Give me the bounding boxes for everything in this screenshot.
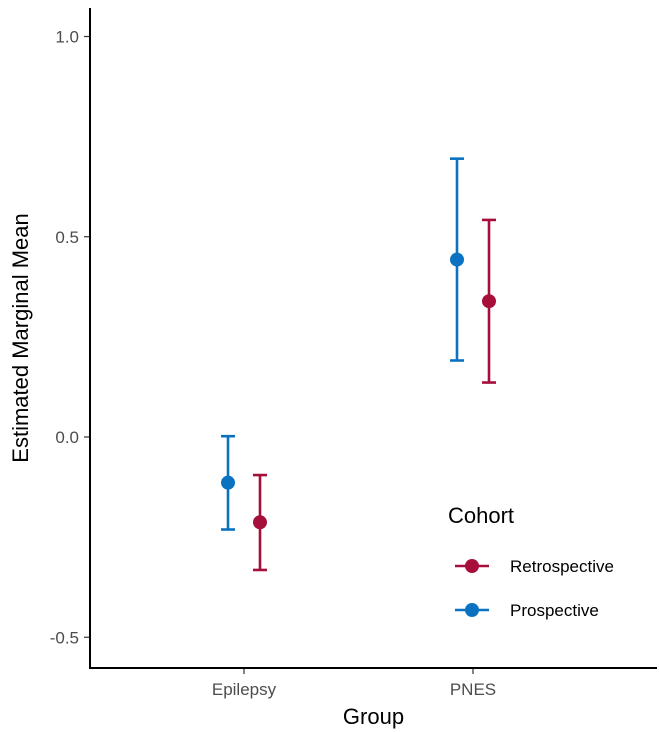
legend-label: Retrospective bbox=[510, 557, 614, 576]
legend-label: Prospective bbox=[510, 601, 599, 620]
legend-key-point bbox=[465, 603, 479, 617]
errorbar-prospective-epilepsy bbox=[221, 434, 235, 531]
y-axis-ticks: -0.5 0.0 0.5 1.0 bbox=[50, 28, 90, 647]
x-axis-title: Group bbox=[343, 704, 404, 729]
x-axis-ticks: Epilepsy PNES bbox=[212, 668, 496, 699]
data-point bbox=[450, 252, 464, 267]
y-tick-label: -0.5 bbox=[50, 628, 79, 647]
errorbar-retrospective-pnes bbox=[482, 218, 496, 384]
y-axis-title: Estimated Marginal Mean bbox=[8, 213, 33, 462]
data-point bbox=[253, 515, 267, 530]
legend-item-prospective: Prospective bbox=[455, 601, 599, 620]
data-point bbox=[221, 475, 235, 490]
errorbar-prospective-pnes bbox=[450, 157, 464, 362]
y-tick-label: 0.5 bbox=[55, 228, 79, 247]
legend-title: Cohort bbox=[448, 503, 514, 528]
x-tick-label: PNES bbox=[450, 680, 496, 699]
y-tick-label: 0.0 bbox=[55, 428, 79, 447]
y-tick-label: 1.0 bbox=[55, 28, 79, 47]
data-marks bbox=[221, 157, 496, 572]
legend: Cohort Retrospective Prospective bbox=[448, 503, 614, 620]
errorbar-retrospective-epilepsy bbox=[253, 473, 267, 572]
legend-item-retrospective: Retrospective bbox=[455, 557, 614, 576]
x-tick-label: Epilepsy bbox=[212, 680, 277, 699]
legend-key-point bbox=[465, 559, 479, 573]
data-point bbox=[482, 294, 496, 309]
